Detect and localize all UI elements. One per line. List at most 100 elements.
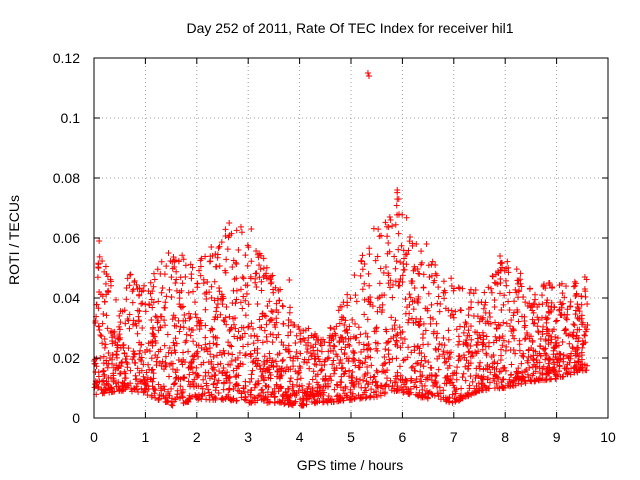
data-point [359, 286, 366, 293]
data-point [385, 280, 392, 287]
data-point [124, 361, 131, 368]
data-point [116, 387, 123, 394]
data-point [229, 351, 236, 358]
data-point [149, 304, 156, 311]
data-point [536, 301, 543, 308]
data-point [244, 282, 251, 289]
data-point [340, 299, 347, 306]
data-point [193, 314, 200, 321]
data-point [536, 343, 543, 350]
data-point [433, 334, 440, 341]
data-point [302, 390, 309, 397]
data-point [225, 361, 232, 368]
data-point [237, 360, 244, 367]
data-point [129, 356, 136, 363]
data-point [548, 375, 555, 382]
data-point [384, 223, 391, 230]
data-point [293, 332, 300, 339]
data-point [187, 381, 194, 388]
data-point [158, 289, 165, 296]
data-point [499, 333, 506, 340]
data-point [279, 357, 286, 364]
data-point [291, 322, 298, 328]
data-point [467, 323, 474, 330]
data-point [147, 279, 154, 286]
data-point [367, 374, 374, 381]
data-point [419, 334, 426, 341]
data-point [418, 248, 425, 255]
data-point [100, 353, 107, 360]
data-point [321, 358, 328, 365]
data-point [546, 356, 553, 363]
data-point [114, 334, 121, 341]
data-point [161, 386, 168, 393]
data-point [177, 274, 184, 281]
data-point [242, 312, 249, 319]
data-point [393, 338, 400, 345]
data-point [406, 238, 413, 245]
data-point [295, 369, 302, 376]
data-point [553, 317, 560, 324]
data-point [211, 376, 218, 383]
data-point [542, 345, 549, 352]
data-point [413, 384, 420, 391]
data-point [521, 318, 528, 325]
data-point [259, 310, 266, 317]
x-tick-label: 0 [90, 429, 98, 445]
data-point [242, 378, 249, 385]
data-point [159, 285, 166, 292]
data-point [189, 264, 196, 271]
data-point [275, 331, 282, 338]
data-point [242, 397, 249, 404]
data-point [312, 341, 319, 348]
data-point [171, 263, 178, 270]
data-point [506, 306, 513, 313]
data-point [260, 374, 267, 381]
data-point [222, 269, 229, 276]
data-point [148, 393, 155, 400]
data-point [383, 340, 390, 347]
data-point [173, 276, 180, 283]
data-point [204, 279, 211, 286]
data-point [225, 350, 232, 357]
data-point [456, 394, 463, 401]
data-point [349, 390, 356, 397]
data-point [288, 401, 295, 408]
data-point [472, 286, 479, 293]
data-point [297, 375, 304, 382]
data-point [574, 304, 581, 311]
data-point [143, 346, 150, 353]
data-point [195, 396, 202, 403]
data-point [226, 220, 233, 226]
data-point [91, 381, 98, 388]
data-point [492, 333, 499, 340]
data-point [383, 375, 390, 382]
data-point [487, 369, 494, 376]
data-point [95, 373, 102, 380]
data-point [397, 376, 404, 383]
data-point [350, 349, 357, 356]
data-point [303, 342, 310, 349]
data-point [534, 363, 541, 370]
data-point [478, 374, 485, 381]
data-point [252, 381, 259, 388]
data-point [333, 351, 340, 358]
data-point [520, 350, 527, 357]
data-point [230, 287, 237, 294]
data-point [359, 266, 366, 273]
data-point [157, 324, 164, 331]
data-point [465, 327, 472, 334]
data-point [386, 248, 393, 255]
data-point [176, 328, 183, 335]
data-point [178, 390, 185, 397]
data-point [518, 360, 525, 367]
data-point [415, 321, 422, 328]
data-point [172, 396, 179, 403]
data-point [342, 335, 349, 342]
data-point [232, 383, 239, 390]
data-point [118, 359, 125, 366]
data-point [165, 250, 172, 256]
data-point [101, 371, 108, 378]
data-point [113, 383, 120, 390]
data-point [352, 362, 359, 369]
